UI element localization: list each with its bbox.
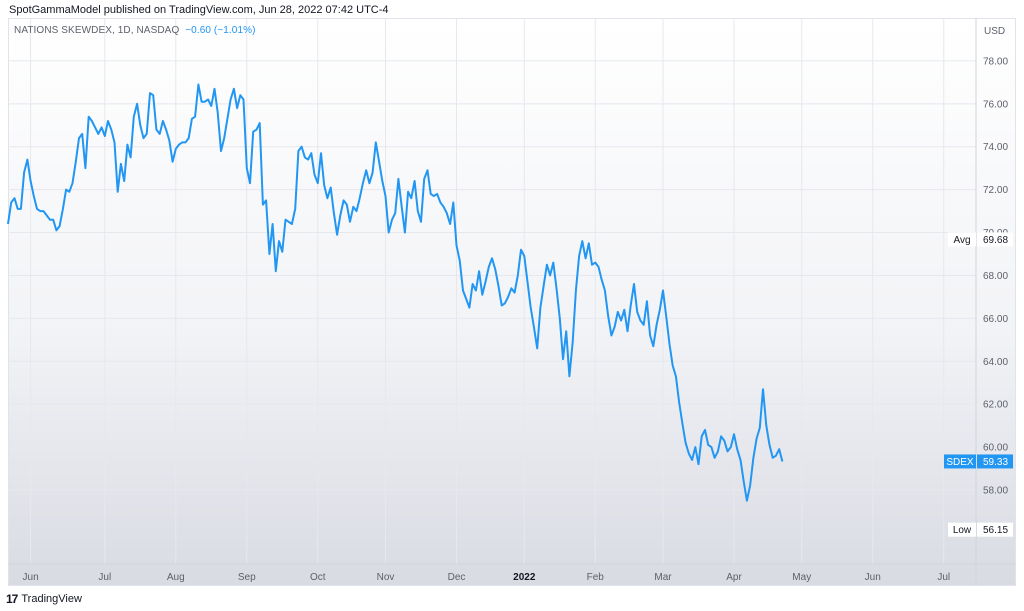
avg-tag-label: Avg xyxy=(953,235,970,246)
low-tag-label-bg xyxy=(948,522,976,537)
time-tick-label: Feb xyxy=(587,572,605,583)
time-tick-label: Aug xyxy=(167,572,185,583)
avg-tag: Avg 69.68 xyxy=(948,232,1013,247)
last-price-tag-value-bg xyxy=(977,454,1013,469)
publisher-line: SpotGammaModel published on TradingView.… xyxy=(9,4,389,16)
last-price-tag-value: 59.33 xyxy=(983,457,1008,468)
tradingview-brand-text: TradingView xyxy=(21,593,82,605)
low-tag-value-bg xyxy=(977,522,1013,537)
time-axis: Jun Jul Aug Sep Oct Nov Dec 2022 Feb Mar Apr May Jun… xyxy=(23,572,951,583)
time-tick-label: Mar xyxy=(654,572,672,583)
price-tick-label: 64.00 xyxy=(983,357,1008,368)
time-tick-label: Jun xyxy=(23,572,39,583)
price-tick-label: 68.00 xyxy=(983,271,1008,282)
low-tag-label: Low xyxy=(953,525,972,536)
price-tags: Avg 69.68 SDEX 59.33 Low 56.15 xyxy=(944,232,1013,537)
symbol-legend[interactable]: NATIONS SKEWDEX, 1D, NASDAQ −0.60 (−1.01… xyxy=(14,25,256,36)
currency-label: USD xyxy=(984,26,1006,37)
symbol-name: NATIONS SKEWDEX, 1D, NASDAQ xyxy=(14,25,180,36)
price-tick-label: 72.00 xyxy=(983,185,1008,196)
time-tick-label: 2022 xyxy=(513,572,536,583)
price-tick-label: 62.00 xyxy=(983,400,1008,411)
time-tick-label: Jul xyxy=(937,572,950,583)
time-tick-label: Apr xyxy=(726,572,742,583)
price-tick-label: 66.00 xyxy=(983,314,1008,325)
time-tick-label: Oct xyxy=(310,572,326,583)
avg-tag-label-bg xyxy=(948,232,976,247)
price-tick-label: 74.00 xyxy=(983,142,1008,153)
time-tick-label: May xyxy=(792,572,811,583)
time-tick-label: Nov xyxy=(377,572,395,583)
avg-tag-value-bg xyxy=(977,232,1013,247)
price-tick-label: 78.00 xyxy=(983,56,1008,67)
time-tick-label: Dec xyxy=(448,572,466,583)
price-tick-label: 76.00 xyxy=(983,99,1008,110)
avg-tag-value: 69.68 xyxy=(983,235,1008,246)
low-tag: Low 56.15 xyxy=(948,522,1013,537)
price-tick-label: 60.00 xyxy=(983,443,1008,454)
last-price-tag: SDEX 59.33 xyxy=(944,454,1013,469)
price-axis: 58.0060.0062.0064.0066.0068.0070.0072.00… xyxy=(983,56,1008,496)
price-change: −0.60 (−1.01%) xyxy=(185,25,256,36)
price-tick-label: 58.00 xyxy=(983,485,1008,496)
time-tick-label: Sep xyxy=(238,572,256,583)
footer-brand[interactable]: 17 TradingView xyxy=(6,592,82,606)
low-tag-value: 56.15 xyxy=(983,525,1008,536)
last-price-tag-label: SDEX xyxy=(946,457,974,468)
grid-lines xyxy=(8,18,976,564)
time-tick-label: Jun xyxy=(865,572,881,583)
last-price-tag-label-bg xyxy=(944,454,976,469)
tradingview-logo-icon: 17 xyxy=(6,592,18,606)
time-tick-label: Jul xyxy=(98,572,111,583)
sdex-price-line xyxy=(7,83,784,502)
